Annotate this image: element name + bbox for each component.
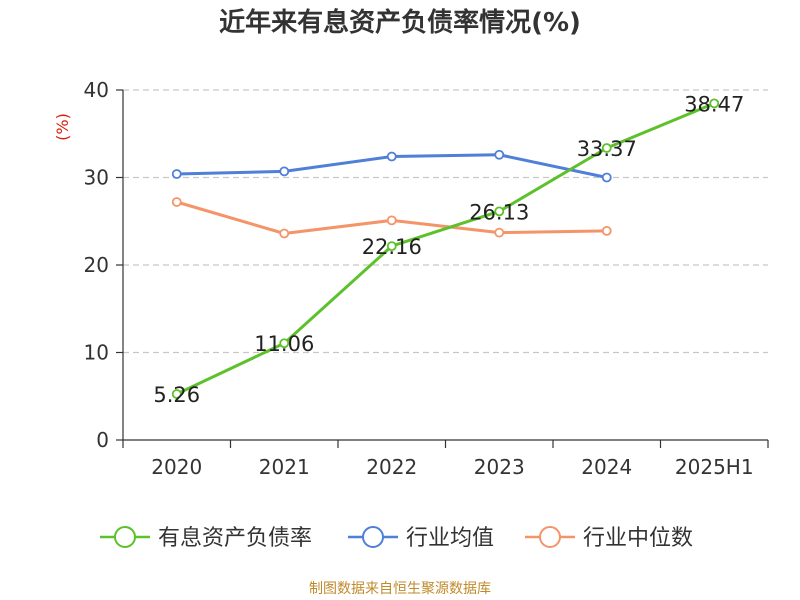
- y-axis-label: (%): [53, 113, 72, 141]
- x-tick-label: 2024: [581, 455, 632, 479]
- data-point: [601, 172, 612, 183]
- data-point: [279, 338, 290, 349]
- x-tick-label: 2020: [151, 455, 202, 479]
- legend-item: 行业中位数: [583, 526, 693, 551]
- data-point: [171, 197, 182, 207]
- x-tick-label: 2021: [259, 455, 310, 479]
- data-point: [386, 215, 397, 226]
- data-point: [494, 227, 505, 238]
- chart-title: 近年来有息资产负债率情况(%): [219, 8, 581, 38]
- x-tick-label: 2022: [366, 455, 417, 479]
- y-tick-label: 10: [84, 341, 109, 365]
- x-tick-label: 2025H1: [675, 455, 754, 479]
- data-label: 26.13: [469, 200, 529, 224]
- source-note: 制图数据来自恒生聚源数据库: [309, 581, 491, 597]
- legend-marker: [362, 526, 384, 548]
- data-label: 5.26: [153, 383, 200, 407]
- data-point: [386, 241, 397, 252]
- data-point: [279, 166, 290, 177]
- y-tick-label: 40: [84, 78, 109, 102]
- data-point: [171, 169, 182, 179]
- data-point: [494, 149, 505, 160]
- legend-marker: [114, 526, 136, 548]
- y-tick-label: 0: [96, 428, 109, 452]
- data-point: [709, 98, 720, 109]
- y-tick-label: 20: [84, 253, 109, 277]
- data-label: 11.06: [254, 332, 314, 356]
- x-tick-label: 2023: [474, 455, 525, 479]
- data-label: 22.16: [362, 235, 422, 259]
- data-point: [494, 206, 505, 217]
- data-point: [171, 389, 182, 399]
- y-tick-label: 30: [84, 166, 109, 190]
- series-line: [176, 102, 715, 396]
- legend-item: 行业均值: [406, 526, 494, 551]
- data-point: [386, 151, 397, 162]
- data-point: [601, 143, 612, 153]
- data-point: [601, 225, 612, 236]
- legend-item: 有息资产负债率: [158, 526, 312, 551]
- legend-marker: [539, 526, 561, 548]
- data-point: [279, 228, 290, 239]
- data-label: 33.37: [577, 137, 637, 161]
- data-label: 38.47: [684, 92, 744, 116]
